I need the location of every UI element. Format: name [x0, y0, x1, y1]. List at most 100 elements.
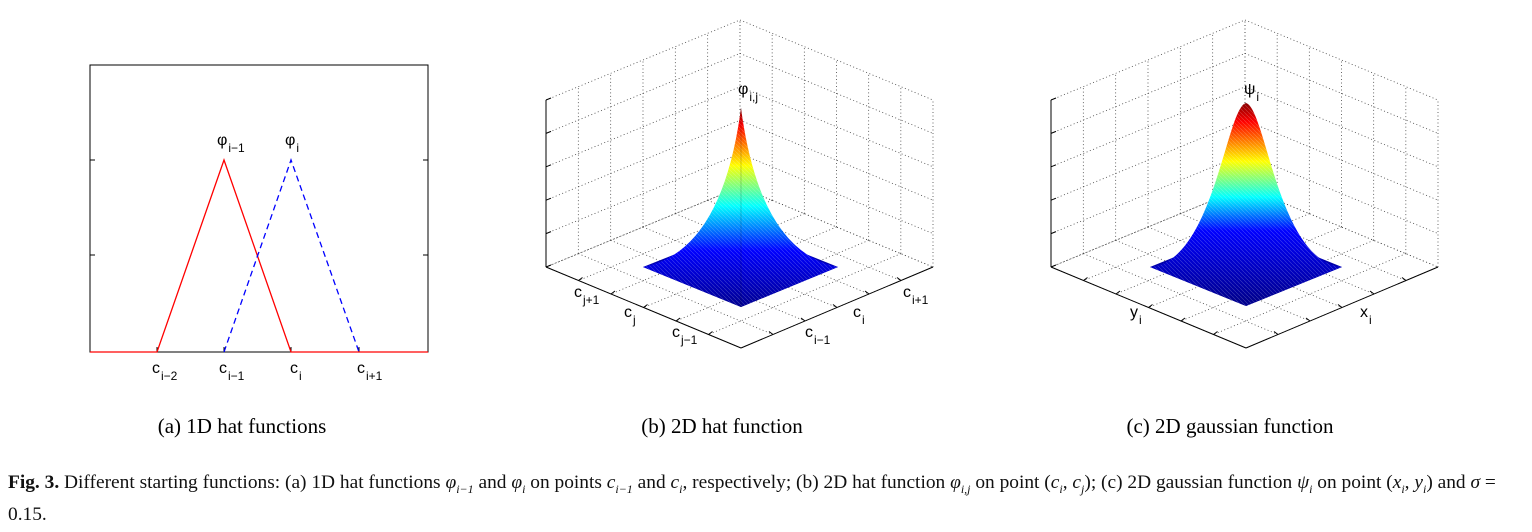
math-symbol: φ — [445, 472, 457, 493]
x-tick-label-base: c — [152, 360, 160, 377]
axis-line — [1050, 130, 1057, 134]
x-tick-label-base: c — [290, 360, 298, 377]
axis-line — [1050, 164, 1057, 168]
axis-line — [768, 331, 774, 335]
axis-line — [1369, 290, 1375, 295]
math-symbol: φ — [511, 472, 523, 493]
caption-text: on point ( — [970, 472, 1051, 493]
caption-math: ci — [671, 472, 683, 496]
caption-text: Different starting functions: (a) 1D hat… — [59, 472, 446, 493]
math-symbol: ψ — [1297, 472, 1310, 493]
caption-text: = 0.15. — [8, 472, 1496, 525]
math-symbol: c — [1072, 472, 1082, 493]
math-symbol: x — [1392, 472, 1402, 493]
axis-line — [545, 264, 552, 268]
subfigure-caption: (c) 2D gaussian function — [1126, 414, 1334, 438]
math-subscript: i — [1059, 481, 1063, 496]
function-label-base: φ — [285, 132, 295, 149]
x-tick-label-sub: i — [299, 369, 302, 383]
caption-text: ); (c) 2D gaussian function — [1084, 472, 1298, 493]
surface-label-sub: i — [1256, 90, 1259, 104]
axis-label-sub: i−1 — [814, 333, 831, 347]
axis-line — [1148, 304, 1153, 308]
axis-line — [1050, 264, 1057, 268]
axis-label-sub: j — [632, 313, 636, 327]
hat-function — [90, 158, 428, 353]
axis-line — [610, 290, 616, 295]
function-label-sub: i — [296, 141, 299, 155]
grid-line — [1244, 86, 1439, 168]
figure-panels: φ i−1 φ ic i−2 c i−1 c i c i+1(a) 1D hat functions… — [89, 19, 1439, 438]
math-subscript: i — [1422, 481, 1427, 496]
surface-label-base: φ — [738, 81, 748, 98]
caption-label: Fig. 3. — [8, 472, 60, 493]
x-tick-label-sub: i−1 — [228, 369, 245, 383]
caption-math: yi — [1414, 472, 1427, 496]
axis-line — [1401, 277, 1407, 281]
subfigure-caption: (a) 1D hat functions — [158, 414, 327, 438]
axis-line — [1050, 197, 1057, 201]
caption-text: and — [473, 472, 512, 493]
axis-line — [800, 317, 806, 322]
math-subscript: i,j — [960, 481, 971, 496]
grid-line — [1050, 86, 1246, 168]
axis-line — [545, 97, 552, 101]
axis-label-sub: i+1 — [912, 293, 929, 307]
x-tick-label-sub: i+1 — [366, 369, 383, 383]
axis-line — [708, 331, 713, 335]
axis-line — [1050, 231, 1057, 235]
caption-math: σ — [1470, 472, 1480, 493]
axis-line — [1213, 331, 1218, 335]
grid-line — [545, 86, 741, 168]
caption-text: on point ( — [1312, 472, 1393, 493]
axis-label-sub: i — [862, 313, 865, 327]
axis-line — [832, 304, 838, 308]
caption-math: ψi — [1297, 472, 1313, 496]
axis-line — [1180, 317, 1186, 322]
axis-label-sub: i — [1139, 313, 1142, 327]
math-symbol: σ — [1470, 472, 1481, 493]
grid-line — [578, 253, 774, 335]
axis-label-base: c — [805, 324, 813, 341]
surface-mesh — [643, 108, 838, 307]
axis-line — [545, 231, 552, 235]
caption-text: and — [632, 472, 671, 493]
function-label-base: φ — [217, 132, 227, 149]
caption-text: on points — [525, 472, 607, 493]
math-symbol: φ — [950, 472, 961, 493]
caption-math: ci — [1051, 472, 1063, 496]
axis-label-base: c — [853, 304, 861, 321]
axis-line — [545, 164, 552, 168]
figure-caption: Fig. 3. Different starting functions: (a… — [8, 470, 1530, 528]
math-subscript: i — [1401, 481, 1405, 496]
x-tick-label-base: c — [219, 360, 227, 377]
math-symbol: c — [606, 472, 616, 493]
axis-label-base: c — [624, 304, 632, 321]
axis-label-base: c — [903, 284, 911, 301]
hat-function-dashed — [223, 158, 360, 353]
math-symbol: y — [1414, 472, 1423, 493]
caption-math: φi — [511, 472, 525, 496]
axis-line — [1337, 304, 1343, 308]
function-label-sub: i−1 — [228, 141, 245, 155]
axis-label-sub: j−1 — [680, 333, 698, 347]
math-subscript: j — [1081, 481, 1085, 496]
axis-line — [643, 304, 648, 308]
axis-line — [896, 277, 902, 281]
axis-line — [864, 290, 870, 295]
axis-line — [1273, 331, 1279, 335]
caption-math: xi — [1392, 472, 1405, 496]
surface-mesh — [1150, 103, 1342, 306]
axis-line — [1115, 290, 1121, 295]
caption-text: ) and — [1426, 472, 1471, 493]
plot-frame — [89, 64, 429, 353]
caption-math: φi,j — [950, 472, 971, 496]
caption-math: cj — [1072, 472, 1085, 496]
axis-label-base: c — [672, 324, 680, 341]
grid-line — [739, 86, 934, 168]
axis-line — [1083, 277, 1088, 281]
math-subscript: i−1 — [456, 481, 474, 496]
math-subscript: i — [1309, 481, 1313, 496]
math-subscript: i−1 — [615, 481, 633, 496]
axis-line — [675, 317, 681, 322]
